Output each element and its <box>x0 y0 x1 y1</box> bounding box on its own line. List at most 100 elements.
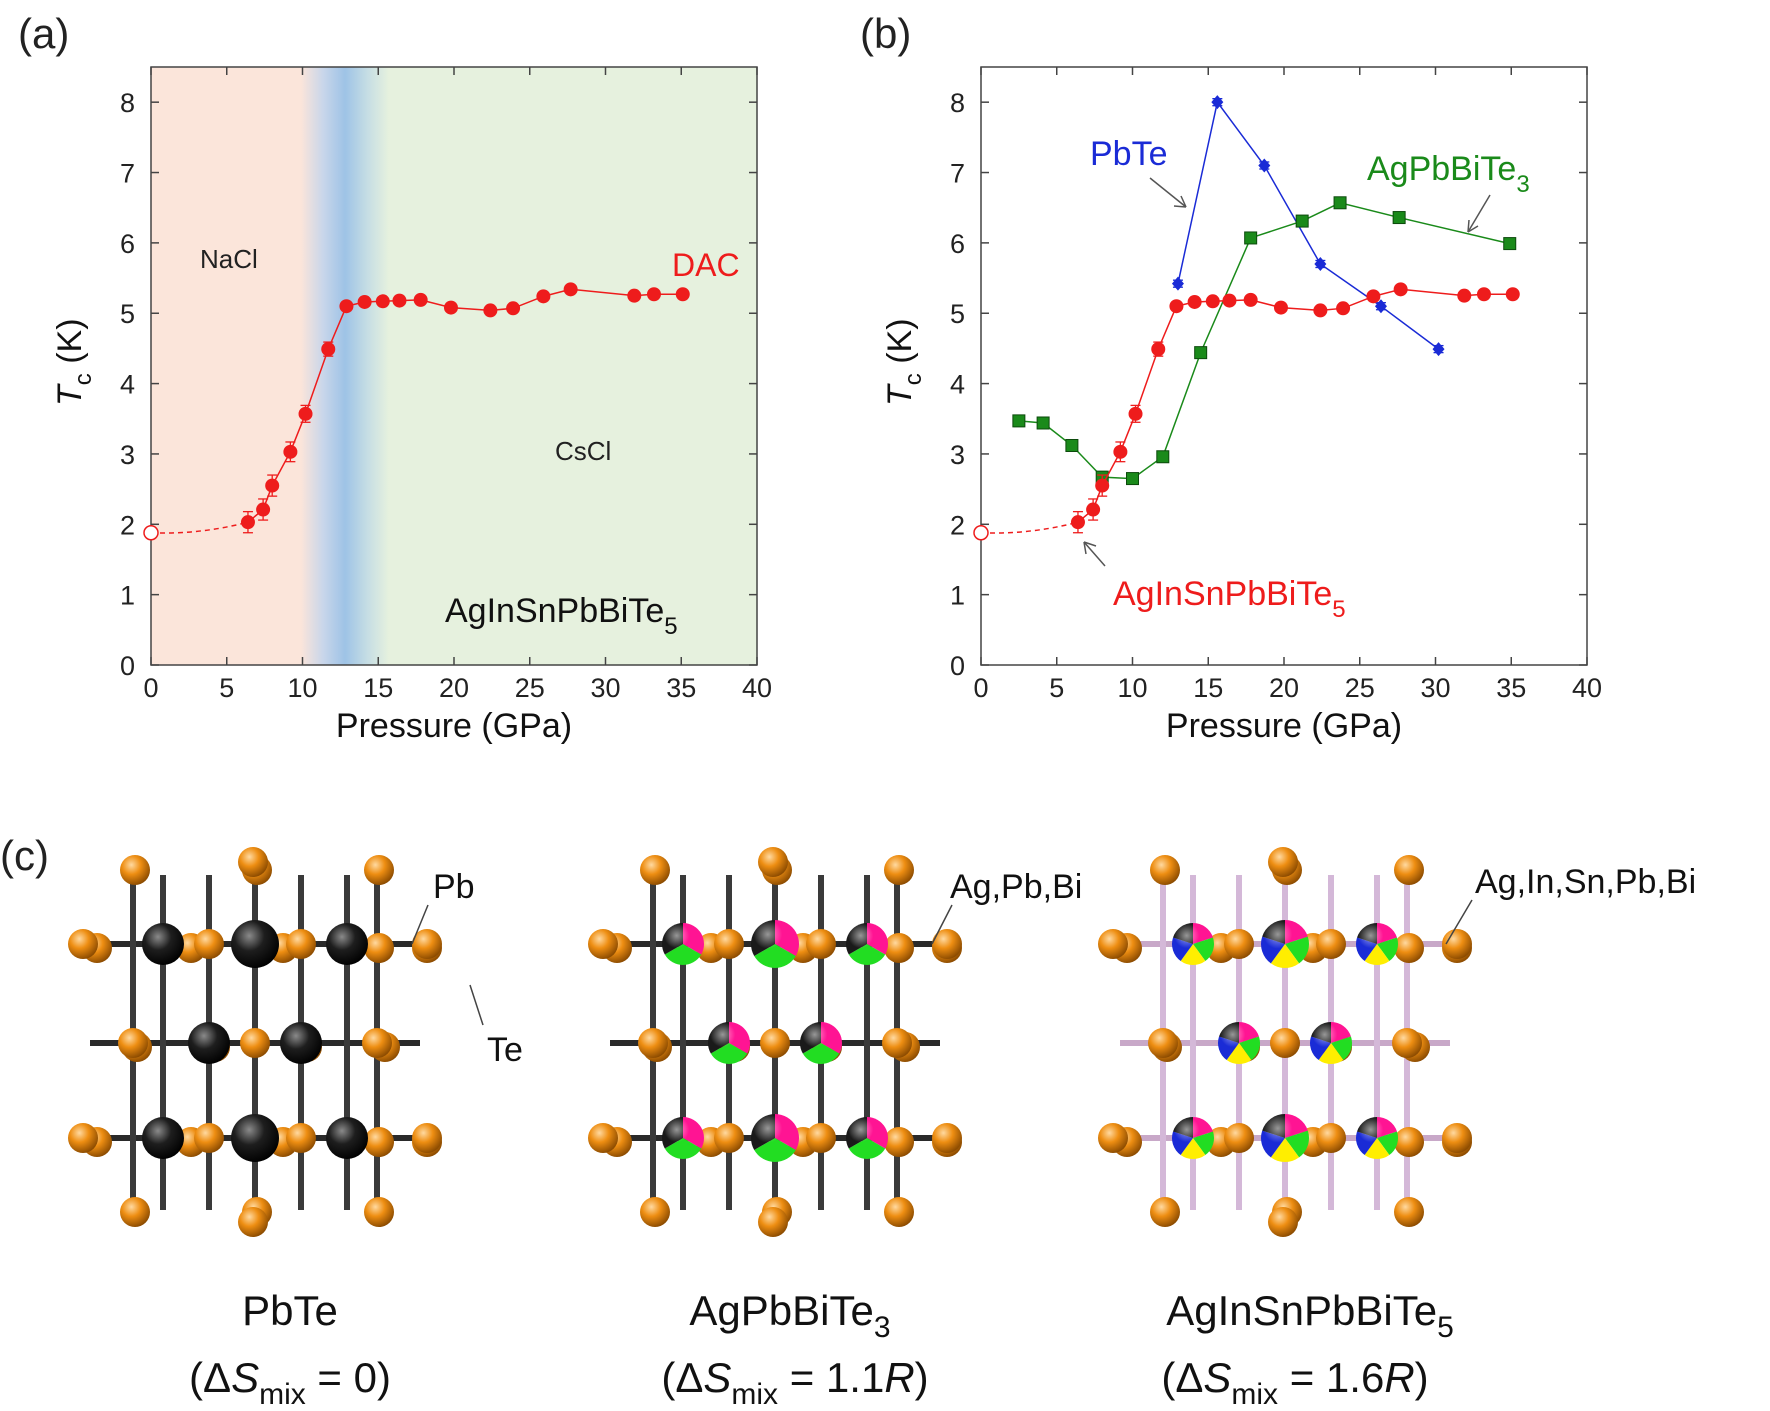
data-point <box>256 502 271 517</box>
data-point <box>1457 288 1472 303</box>
panel-b: (b) 0 5 10 15 20 25 30 35 40 0 1 2 3 4 5 6 7 8 Pressure (G… <box>860 10 1602 745</box>
data-point <box>357 294 372 309</box>
te-atom <box>1224 929 1254 959</box>
x-tick-label: 30 <box>1420 673 1450 703</box>
data-point <box>1171 276 1184 291</box>
cation-sphere <box>326 923 368 965</box>
x-tick-label: 35 <box>1496 673 1526 703</box>
te-atom <box>194 1123 224 1153</box>
data-point <box>1065 438 1079 452</box>
y-axis-label: Tc (K) <box>881 318 927 406</box>
y-tick-label: 1 <box>950 581 965 611</box>
open-data-point <box>143 524 159 541</box>
cation-shine <box>751 1114 799 1162</box>
x-tick-label: 25 <box>515 673 545 703</box>
data-point <box>1169 299 1184 314</box>
series-line <box>1177 100 1439 350</box>
cation-shine <box>1261 1114 1309 1162</box>
te-atom <box>758 847 788 877</box>
te-atom <box>884 1127 914 1157</box>
transition-region <box>301 67 389 665</box>
cation-sphere <box>326 1117 368 1159</box>
dac-label: DAC <box>672 247 740 283</box>
te-atom <box>882 1028 912 1058</box>
te-site-label: Te <box>487 1031 523 1069</box>
data-point <box>1151 342 1166 357</box>
structure-aginsnpbbite5 <box>1098 847 1472 1237</box>
te-atom <box>1268 1207 1298 1237</box>
data-point <box>506 301 521 316</box>
aginsnpbbi-site-label: Ag,In,Sn,Pb,Bi <box>1475 863 1696 901</box>
te-atom <box>240 1028 270 1058</box>
te-atom <box>1394 1197 1424 1227</box>
y-tick-label: 4 <box>950 370 965 400</box>
cation-shine <box>1172 923 1214 965</box>
data-point <box>1333 196 1347 210</box>
cation-atom <box>846 923 889 965</box>
aginsnpbbi-pointer <box>1445 899 1473 945</box>
agpbbi-site-label: Ag,Pb,Bi <box>950 868 1082 906</box>
x-tick-label: 40 <box>742 673 772 703</box>
te-atom <box>1442 1123 1472 1153</box>
te-atom <box>758 1207 788 1237</box>
x-tick-label: 40 <box>1572 673 1602 703</box>
agpbbi-pointer <box>931 904 953 945</box>
structure-agpbbite3 <box>588 847 962 1237</box>
te-atom <box>1224 1123 1254 1153</box>
data-point <box>1503 237 1517 251</box>
te-atom <box>362 1028 392 1058</box>
cation-atom <box>1172 1117 1215 1160</box>
nacl-label: NaCl <box>200 244 258 274</box>
te-atom <box>1098 1123 1128 1153</box>
cation-atom <box>231 920 279 968</box>
data-point <box>675 287 690 302</box>
te-pointer <box>469 984 484 1026</box>
data-point <box>1313 303 1328 318</box>
data-point <box>563 282 578 297</box>
data-point <box>321 342 336 357</box>
te-atom <box>364 855 394 885</box>
panel-a-compound: AgInSnPbBiTe5 <box>445 592 678 640</box>
cation-shine <box>1356 923 1398 965</box>
data-point <box>1392 211 1406 225</box>
y-tick-label: 3 <box>120 440 135 470</box>
y-tick-label: 0 <box>120 651 135 681</box>
cation-shine <box>1261 920 1309 968</box>
data-point <box>1222 293 1237 308</box>
pb-pointer <box>411 904 429 945</box>
data-point <box>1244 231 1258 245</box>
panel-b-label: (b) <box>860 10 911 57</box>
panel-a-label: (a) <box>18 10 69 57</box>
data-point <box>339 299 354 314</box>
data-point <box>1505 287 1520 302</box>
te-atom <box>364 1197 394 1227</box>
pb-site-label: Pb <box>433 868 475 906</box>
data-point <box>1243 292 1258 307</box>
series-line <box>1077 288 1513 523</box>
te-atom <box>1394 933 1424 963</box>
agpbbite3-entropy: (ΔSmix = 1.1R) <box>661 1354 928 1411</box>
cation-sphere <box>231 1114 279 1162</box>
cation-shine <box>1172 1117 1214 1159</box>
data-point <box>1156 450 1170 464</box>
te-atom <box>588 929 618 959</box>
data-point <box>1374 299 1387 314</box>
cation-sphere <box>231 920 279 968</box>
te-atom <box>68 929 98 959</box>
data-point <box>392 293 407 308</box>
cation-atom <box>326 1117 368 1159</box>
x-axis-label: Pressure (GPa) <box>336 707 572 745</box>
pointer-arrows <box>1083 177 1491 567</box>
cation-shine <box>1218 1022 1260 1064</box>
data-point <box>1295 214 1309 228</box>
te-atom <box>806 929 836 959</box>
te-atom <box>638 1028 668 1058</box>
te-atom <box>1150 1197 1180 1227</box>
cation-atom <box>751 920 799 968</box>
data-point <box>1258 158 1271 173</box>
x-tick-label: 0 <box>143 673 158 703</box>
series-pbte <box>1171 95 1445 357</box>
data-point <box>1095 478 1110 493</box>
x-tick-label: 30 <box>590 673 620 703</box>
